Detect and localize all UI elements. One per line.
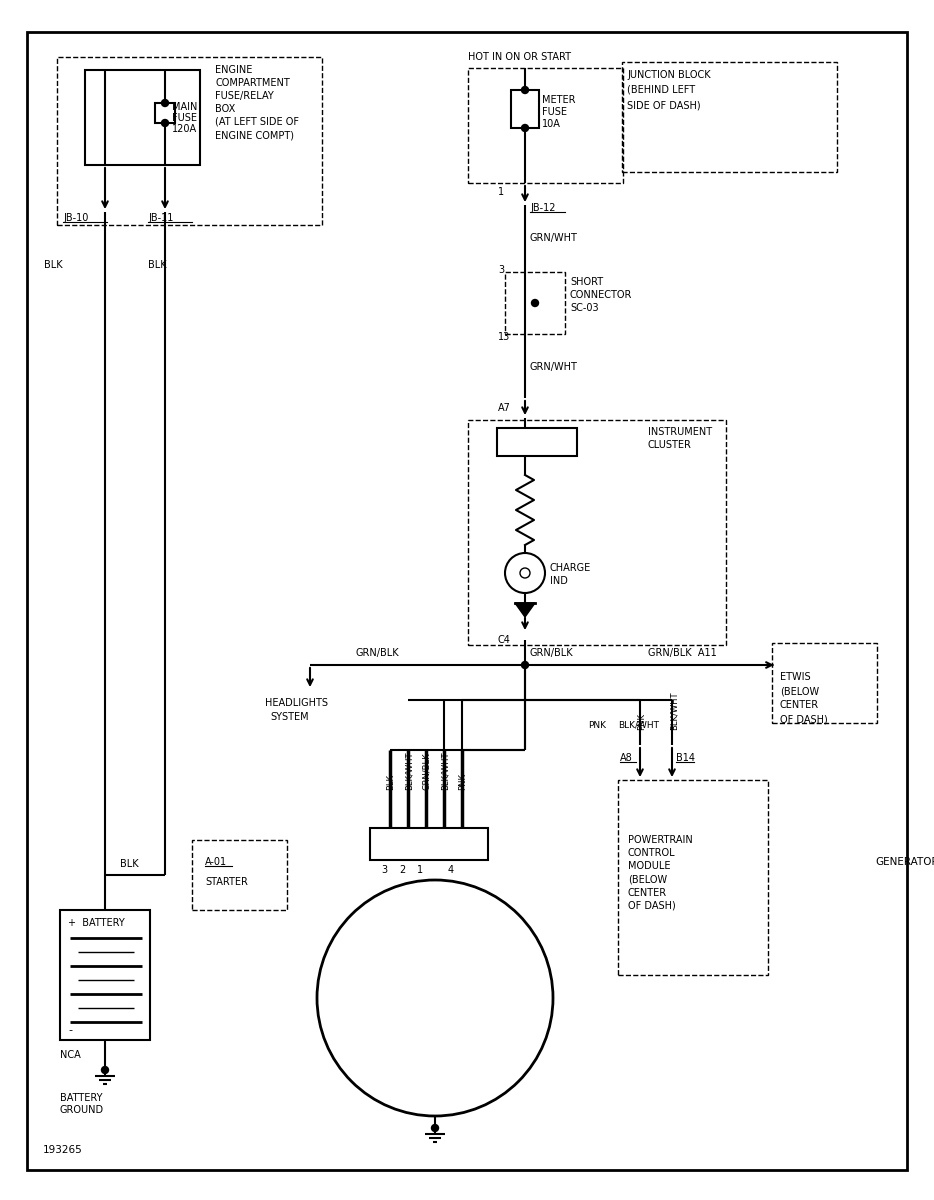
Text: 10A: 10A <box>542 119 561 128</box>
Bar <box>772 643 877 722</box>
Bar <box>57 56 322 226</box>
Text: 3: 3 <box>498 265 504 275</box>
Text: HOT IN ON OR START: HOT IN ON OR START <box>468 52 571 62</box>
Text: GROUND: GROUND <box>60 1105 104 1115</box>
Text: SIDE OF DASH): SIDE OF DASH) <box>627 100 700 110</box>
Text: (AT LEFT SIDE OF: (AT LEFT SIDE OF <box>215 116 299 127</box>
Bar <box>505 272 565 334</box>
Text: 120A: 120A <box>172 124 197 134</box>
Text: BATTERY: BATTERY <box>60 1093 103 1103</box>
Text: ENGINE COMPT): ENGINE COMPT) <box>215 130 294 140</box>
Text: B14: B14 <box>676 754 695 763</box>
Text: BLK: BLK <box>44 260 63 270</box>
Bar <box>618 780 768 974</box>
Bar <box>497 428 577 456</box>
Text: FUSE/RELAY: FUSE/RELAY <box>215 91 274 101</box>
Text: (BELOW: (BELOW <box>628 875 667 886</box>
Text: INSTRUMENT: INSTRUMENT <box>648 427 712 437</box>
Text: 193265: 193265 <box>43 1145 83 1154</box>
Bar <box>370 828 488 860</box>
Text: +  BATTERY: + BATTERY <box>68 918 125 928</box>
Text: FUSE: FUSE <box>542 107 567 116</box>
Text: STARTER: STARTER <box>205 877 248 887</box>
Text: BLK/WHT: BLK/WHT <box>670 691 678 730</box>
Text: ETWIS: ETWIS <box>780 672 811 682</box>
Text: MAIN: MAIN <box>172 102 197 112</box>
Polygon shape <box>515 602 535 617</box>
Text: HEADLIGHTS: HEADLIGHTS <box>265 698 328 708</box>
Text: CLUSTER: CLUSTER <box>648 440 692 450</box>
Text: BLK: BLK <box>148 260 166 270</box>
Circle shape <box>432 1124 438 1132</box>
Text: ENGINE: ENGINE <box>215 65 252 74</box>
Text: PNK: PNK <box>638 713 646 730</box>
Text: A-01: A-01 <box>205 857 227 866</box>
Text: CONNECTOR: CONNECTOR <box>570 290 632 300</box>
Text: OF DASH): OF DASH) <box>780 714 828 724</box>
Circle shape <box>162 120 168 126</box>
Text: -: - <box>68 1025 72 1034</box>
Text: JUNCTION BLOCK: JUNCTION BLOCK <box>627 70 711 80</box>
Text: BOX: BOX <box>215 104 235 114</box>
Text: GRN/BLK  A11: GRN/BLK A11 <box>648 648 716 658</box>
Text: GRN/BLK: GRN/BLK <box>355 648 399 658</box>
Text: CONTROL: CONTROL <box>628 848 675 858</box>
Text: CENTER: CENTER <box>628 888 667 898</box>
Text: PNK: PNK <box>459 773 468 790</box>
Text: NCA: NCA <box>60 1050 80 1060</box>
Text: JB-10: JB-10 <box>63 214 89 223</box>
Text: A8: A8 <box>620 754 632 763</box>
Bar <box>155 103 175 122</box>
Text: JB-11: JB-11 <box>148 214 174 223</box>
Circle shape <box>102 1067 108 1074</box>
Text: POWERTRAIN: POWERTRAIN <box>628 835 693 845</box>
Text: PNK: PNK <box>588 720 606 730</box>
Text: GRN/WHT: GRN/WHT <box>530 362 578 372</box>
Bar <box>85 70 200 164</box>
Text: BLK: BLK <box>120 859 138 869</box>
Circle shape <box>162 100 168 107</box>
Bar <box>622 62 837 172</box>
Text: 1: 1 <box>498 187 504 197</box>
Text: SC-03: SC-03 <box>570 302 599 313</box>
Text: GRN/BLK: GRN/BLK <box>422 752 432 790</box>
Text: BLK: BLK <box>387 774 395 790</box>
Text: CHARGE: CHARGE <box>550 563 591 572</box>
Text: COMPARTMENT: COMPARTMENT <box>215 78 290 88</box>
Text: 2: 2 <box>399 865 405 875</box>
Text: 4: 4 <box>448 865 454 875</box>
Bar <box>468 68 623 182</box>
Text: 13: 13 <box>498 332 510 342</box>
Text: SYSTEM: SYSTEM <box>270 712 308 722</box>
Text: BLK/WHT: BLK/WHT <box>618 720 659 730</box>
Bar <box>192 840 287 910</box>
Text: OF DASH): OF DASH) <box>628 901 676 911</box>
Text: CENTER: CENTER <box>780 700 819 710</box>
Text: (BELOW: (BELOW <box>780 686 819 696</box>
Text: FUSE: FUSE <box>172 113 197 122</box>
Bar <box>511 90 539 128</box>
Text: MODULE: MODULE <box>628 862 671 871</box>
Text: BLK/WHT: BLK/WHT <box>441 751 449 790</box>
Circle shape <box>531 300 539 306</box>
Text: METER: METER <box>542 95 575 104</box>
Text: BLK/WHT: BLK/WHT <box>404 751 414 790</box>
Text: SHORT: SHORT <box>570 277 603 287</box>
Text: A7: A7 <box>498 403 511 413</box>
Circle shape <box>521 125 529 132</box>
Text: (BEHIND LEFT: (BEHIND LEFT <box>627 85 695 95</box>
Text: IND: IND <box>550 576 568 586</box>
Text: JB-12: JB-12 <box>530 203 556 214</box>
Text: 3: 3 <box>381 865 387 875</box>
Bar <box>60 910 150 1040</box>
Text: 1: 1 <box>417 865 423 875</box>
Text: GRN/WHT: GRN/WHT <box>530 233 578 242</box>
Bar <box>468 420 726 646</box>
Text: C4: C4 <box>498 635 511 646</box>
Text: GRN/BLK: GRN/BLK <box>530 648 573 658</box>
Circle shape <box>521 661 529 668</box>
Text: GENERATOR: GENERATOR <box>875 857 934 866</box>
Circle shape <box>521 86 529 94</box>
